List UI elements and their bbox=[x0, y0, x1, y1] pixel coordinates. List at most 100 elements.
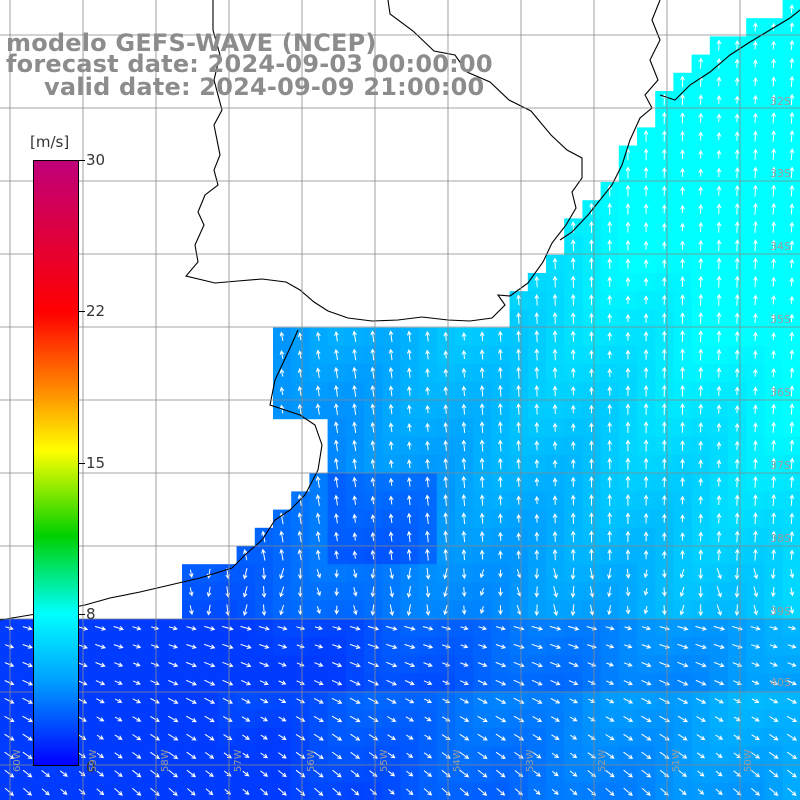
wind-arrow bbox=[406, 530, 412, 543]
wind-arrow bbox=[787, 769, 797, 778]
wind-arrow bbox=[751, 662, 760, 667]
wind-arrow bbox=[279, 331, 285, 341]
wind-arrow bbox=[460, 625, 469, 631]
wind-arrow bbox=[425, 567, 431, 580]
wind-arrow bbox=[734, 58, 740, 68]
wind-arrow bbox=[297, 548, 303, 561]
wind-arrow bbox=[623, 662, 633, 667]
wind-arrow bbox=[716, 330, 722, 343]
wind-arrow bbox=[715, 788, 723, 796]
wind-arrow bbox=[552, 530, 558, 542]
wind-arrow bbox=[659, 715, 670, 723]
wind-arrow bbox=[680, 403, 685, 415]
wind-arrow bbox=[716, 57, 722, 69]
wind-arrow bbox=[350, 770, 360, 778]
wind-arrow bbox=[516, 348, 521, 361]
wind-arrow bbox=[677, 715, 688, 723]
wind-arrow bbox=[789, 549, 795, 560]
wind-arrow bbox=[279, 368, 285, 377]
wind-arrow bbox=[643, 457, 649, 470]
wind-arrow bbox=[643, 549, 649, 560]
wind-arrow bbox=[680, 440, 685, 451]
wind-arrow bbox=[695, 679, 707, 686]
wind-arrow bbox=[59, 770, 68, 777]
colorbar-tick bbox=[79, 463, 85, 464]
wind-arrow bbox=[370, 477, 376, 487]
wind-arrow bbox=[369, 770, 378, 777]
wind-arrow bbox=[407, 476, 412, 487]
wind-arrow bbox=[698, 275, 704, 288]
wind-arrow bbox=[661, 513, 667, 523]
wind-arrow bbox=[331, 751, 343, 760]
wind-arrow bbox=[716, 39, 722, 51]
wind-arrow bbox=[96, 698, 105, 704]
wind-arrow bbox=[771, 58, 776, 69]
wind-arrow bbox=[789, 111, 795, 124]
wind-arrow bbox=[677, 625, 689, 631]
wind-arrow bbox=[570, 257, 576, 270]
wind-arrow bbox=[132, 734, 142, 741]
wind-arrow bbox=[132, 716, 142, 722]
wind-arrow bbox=[425, 586, 431, 598]
wind-arrow bbox=[78, 752, 86, 759]
wind-arrow bbox=[479, 403, 485, 415]
wind-arrow bbox=[734, 312, 740, 324]
wind-arrow bbox=[532, 752, 542, 759]
wind-arrow bbox=[352, 439, 357, 452]
wind-arrow bbox=[94, 625, 107, 631]
wind-arrow bbox=[22, 769, 33, 778]
wind-arrow bbox=[789, 166, 795, 179]
colorbar-label-0: 0 bbox=[86, 758, 96, 776]
wind-arrow bbox=[677, 697, 689, 704]
wind-arrow bbox=[789, 512, 795, 524]
wind-arrow bbox=[734, 77, 740, 86]
wind-arrow bbox=[715, 770, 723, 777]
wind-arrow bbox=[297, 403, 303, 415]
wind-arrow bbox=[388, 459, 394, 468]
wind-arrow bbox=[716, 131, 722, 141]
wind-arrow bbox=[370, 568, 376, 579]
wind-arrow bbox=[407, 494, 412, 506]
wind-arrow bbox=[623, 733, 634, 741]
wind-arrow bbox=[168, 625, 178, 631]
wind-arrow bbox=[425, 604, 431, 616]
wind-arrow bbox=[132, 644, 142, 649]
wind-arrow bbox=[734, 39, 740, 51]
wind-arrow bbox=[316, 587, 321, 597]
wind-arrow bbox=[643, 313, 649, 323]
wind-arrow bbox=[477, 697, 488, 704]
colorbar-tick bbox=[79, 311, 85, 312]
wind-arrow bbox=[641, 679, 652, 686]
wind-arrow bbox=[789, 295, 795, 304]
wind-arrow bbox=[789, 568, 795, 579]
wind-arrow bbox=[516, 421, 521, 433]
lat-label: 35S bbox=[770, 313, 791, 326]
wind-arrow bbox=[516, 532, 522, 541]
wind-arrow bbox=[168, 769, 179, 778]
wind-arrow bbox=[607, 421, 613, 433]
wind-arrow bbox=[570, 239, 576, 252]
wind-arrow bbox=[569, 716, 578, 722]
wind-arrow bbox=[789, 331, 795, 341]
wind-arrow bbox=[549, 643, 562, 649]
wind-arrow bbox=[733, 752, 742, 759]
wind-arrow bbox=[150, 733, 160, 741]
wind-arrow bbox=[789, 277, 795, 287]
wind-arrow bbox=[443, 586, 448, 598]
wind-arrow bbox=[716, 530, 722, 543]
wind-arrow bbox=[570, 734, 578, 740]
wind-arrow bbox=[643, 421, 649, 434]
wind-arrow bbox=[771, 332, 776, 341]
wind-arrow bbox=[315, 530, 321, 542]
wind-arrow bbox=[385, 625, 398, 631]
wind-arrow bbox=[185, 679, 197, 686]
wind-arrow bbox=[425, 494, 430, 506]
wind-arrow bbox=[625, 166, 631, 179]
wind-arrow bbox=[477, 769, 488, 778]
wind-arrow bbox=[550, 716, 561, 722]
wind-arrow bbox=[641, 787, 651, 796]
wind-arrow bbox=[498, 569, 503, 578]
wind-arrow bbox=[297, 385, 303, 396]
wind-arrow bbox=[334, 605, 340, 615]
wind-arrow bbox=[625, 184, 631, 197]
